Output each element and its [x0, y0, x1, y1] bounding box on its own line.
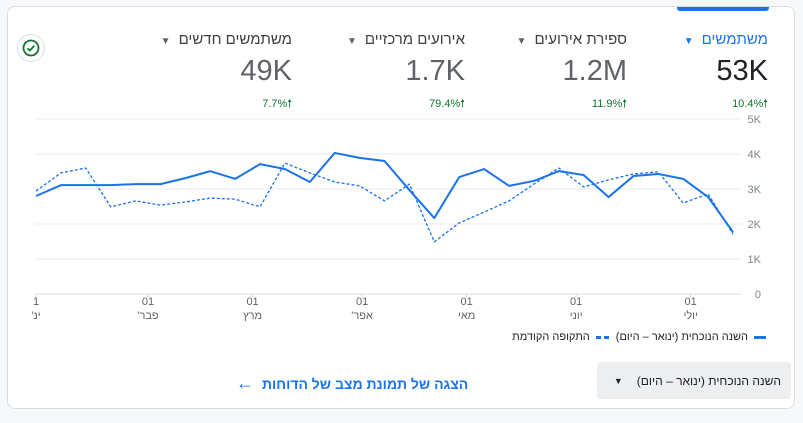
x-tick-month: ינ'	[31, 310, 40, 322]
y-tick-label: 2K	[748, 219, 762, 231]
metric-event-count[interactable]: ספירת אירועים▼ 1.2M 11.9%🠕	[517, 31, 627, 114]
metric-value: 53K	[716, 55, 768, 87]
x-tick-month: מאי	[458, 310, 475, 322]
metric-key-events[interactable]: אירועים מרכזיים▼ 1.7K 79.4%🠕	[347, 31, 465, 114]
x-tick-day: 01	[356, 296, 368, 308]
y-tick-label: 1K	[748, 254, 762, 266]
check-circle-icon[interactable]	[17, 34, 45, 62]
active-tab-indicator	[677, 7, 769, 11]
metric-value: 1.7K	[405, 55, 465, 87]
x-tick-month: אפר'	[351, 310, 373, 322]
x-tick-month: מרץ	[243, 310, 262, 322]
x-tick-month: יוני	[570, 310, 583, 322]
metric-change: 11.9%🠕	[591, 98, 627, 110]
chart-legend: השנה הנוכחית (ינואר – היום) התקופה הקודמ…	[512, 331, 766, 343]
caret-down-icon: ▼	[683, 36, 694, 47]
metric-change: 79.4%🠕	[429, 98, 465, 110]
metric-value: 1.2M	[562, 55, 627, 87]
x-tick-day: 01	[685, 296, 697, 308]
x-tick-day: 01	[246, 296, 258, 308]
x-tick-day: 01	[570, 296, 582, 308]
series-previous-line	[35, 162, 734, 243]
arrow-left-icon: ←	[236, 373, 254, 393]
metric-label[interactable]: משתמשים חדשים▼	[160, 31, 292, 48]
legend-previous: התקופה הקודמת	[512, 331, 590, 343]
x-tick-month: פבר'	[137, 310, 159, 322]
x-tick-day: 01	[461, 296, 473, 308]
x-tick-month: יולי	[683, 309, 697, 322]
x-tick-day: 01	[142, 296, 154, 308]
metric-value: 49K	[240, 55, 292, 87]
view-reports-snapshot-link[interactable]: הצגה של תמונת מצב של הדוחות ←	[236, 373, 469, 393]
legend-current: השנה הנוכחית (ינואר – היום)	[615, 331, 748, 343]
x-tick-day: 1	[33, 296, 39, 308]
arrow-up-icon: 🠕	[763, 98, 768, 110]
caret-down-icon: ▼	[160, 36, 171, 47]
caret-down-icon: ▼	[346, 36, 357, 47]
y-tick-label: 5K	[748, 114, 762, 126]
legend-dashed-swatch	[595, 335, 610, 339]
y-tick-label: 4K	[748, 149, 762, 161]
caret-down-icon: ▼	[516, 36, 527, 47]
date-range-label: השנה הנוכחית (ינואר – היום)	[636, 373, 781, 388]
arrow-up-icon: 🠕	[460, 98, 465, 110]
arrow-up-icon: 🠕	[287, 98, 292, 110]
metric-label[interactable]: אירועים מרכזיים▼	[346, 31, 465, 48]
metric-change: 10.4%🠕	[732, 98, 768, 110]
metric-change: 7.7%🠕	[262, 98, 292, 110]
series-current-line	[35, 151, 734, 233]
line-chart: 01K2K3K4K5K1ינ'01פבר'01מרץ01אפר'01מאי01י…	[31, 114, 762, 322]
caret-down-icon: ▼	[613, 375, 623, 386]
date-range-dropdown[interactable]: השנה הנוכחית (ינואר – היום) ▼	[597, 362, 791, 399]
legend-solid-swatch	[754, 335, 766, 339]
overview-card: משתמשים▼ 53K 10.4%🠕 ספירת אירועים▼ 1.2M …	[7, 6, 795, 409]
metric-label[interactable]: ספירת אירועים▼	[516, 31, 627, 48]
y-tick-label: 3K	[748, 184, 762, 196]
metric-label[interactable]: משתמשים▼	[683, 31, 768, 48]
metric-new-users[interactable]: משתמשים חדשים▼ 49K 7.7%🠕	[161, 31, 292, 114]
metric-users[interactable]: משתמשים▼ 53K 10.4%🠕	[684, 31, 768, 114]
y-tick-label: 0	[755, 289, 761, 301]
arrow-up-icon: 🠕	[622, 98, 627, 110]
